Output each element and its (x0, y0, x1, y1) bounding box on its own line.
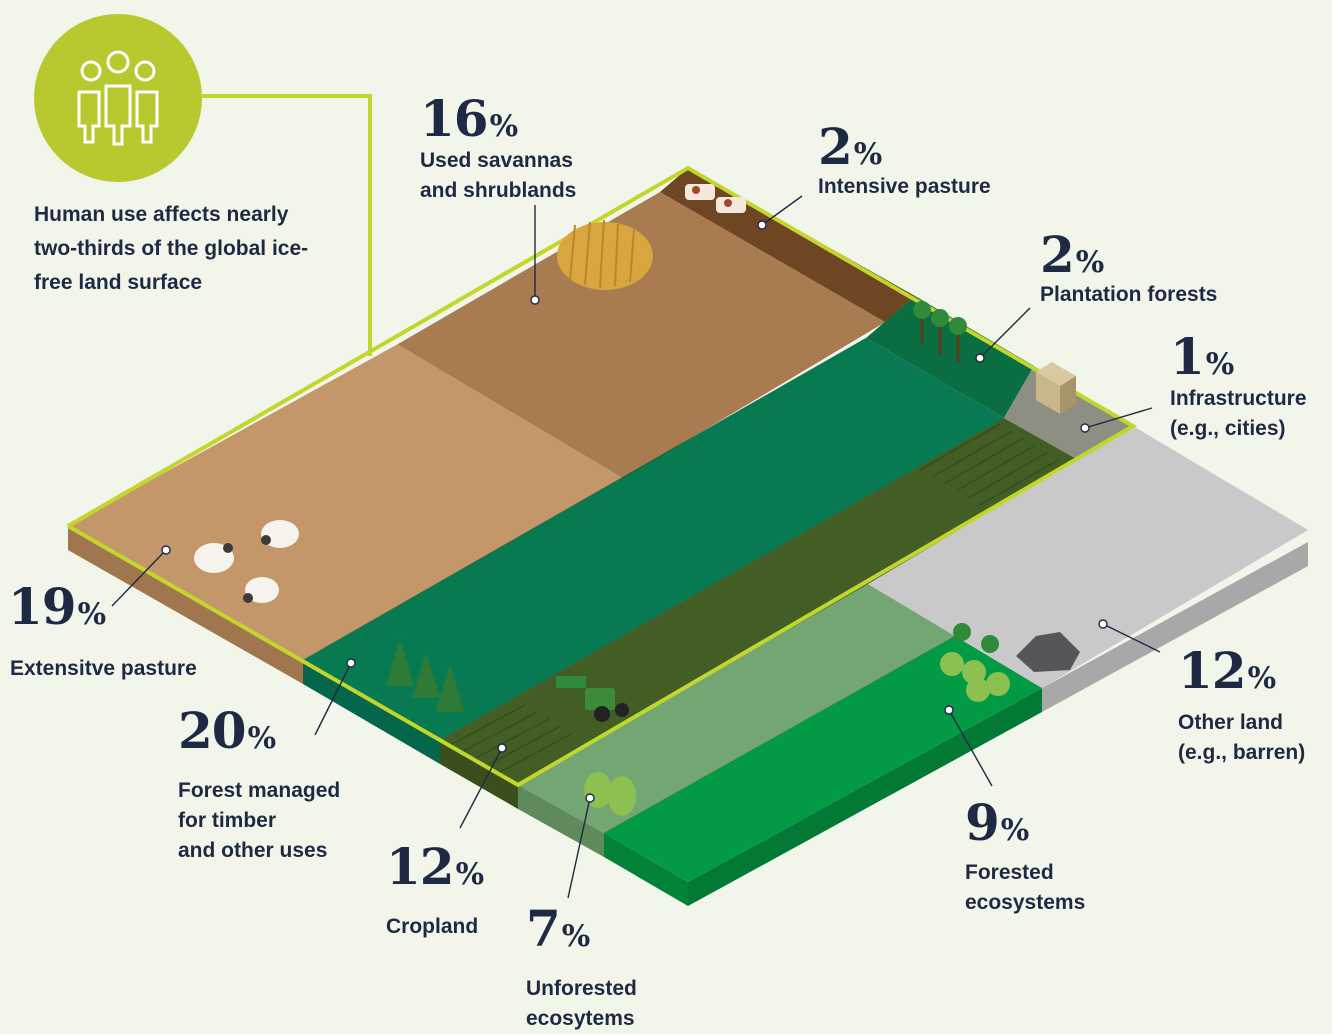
label-forested: Forested ecosystems (965, 861, 1086, 914)
savanna-grass-icon (557, 219, 653, 290)
value-number: 19 (8, 577, 77, 636)
percent-sign: % (1205, 347, 1235, 382)
label-other-land: Other land (e.g., barren) (1178, 711, 1306, 764)
value-number: 1 (1170, 327, 1205, 386)
rock-icon (1016, 632, 1080, 672)
percent-sign: % (489, 109, 519, 144)
value-forest-managed: 20% (178, 706, 276, 756)
leader-lines (111, 195, 1161, 899)
region-plantation (866, 296, 1034, 418)
label-infrastructure: Infrastructure (e.g., cities) (1170, 387, 1307, 440)
region-other-land (868, 426, 1308, 688)
region-extensive-pasture (68, 344, 624, 660)
label-unforested: Unforested ecosytems (526, 977, 637, 1030)
percent-sign: % (1247, 661, 1277, 696)
intro-text: Human use affects nearly two-thirds of t… (34, 203, 309, 294)
palm-tree-icon (913, 301, 967, 362)
value-other-land: 12% (1178, 646, 1276, 696)
sheep-icon (194, 520, 299, 603)
human-use-connector (202, 94, 372, 356)
tractor-icon (556, 676, 629, 722)
region-unforested (518, 584, 955, 833)
percent-sign: % (77, 597, 107, 632)
land-slab-sides (68, 526, 1308, 906)
percent-sign: % (247, 721, 277, 756)
label-forest-managed: Forest managed for timber and other uses (178, 779, 341, 862)
region-forested (604, 636, 1042, 882)
value-number: 16 (420, 89, 489, 148)
percent-sign: % (561, 919, 591, 954)
value-number: 2 (1040, 225, 1075, 284)
value-intensive-pasture: 2% (818, 122, 882, 172)
value-unforested: 7% (526, 904, 590, 954)
human-use-outline (66, 165, 1137, 788)
label-plantation: Plantation forests (1040, 283, 1218, 306)
cow-icon (685, 184, 746, 213)
value-savannas: 16% (420, 94, 518, 144)
value-number: 12 (1178, 641, 1247, 700)
label-savannas: Used savannas and shrublands (420, 149, 577, 202)
building-icon (1036, 362, 1076, 414)
region-savannas (398, 192, 885, 478)
value-number: 7 (526, 899, 561, 958)
value-number: 2 (818, 117, 853, 176)
value-number: 20 (178, 701, 247, 760)
value-cropland: 12% (386, 842, 484, 892)
crop-rows (449, 423, 1061, 774)
value-forested: 9% (965, 798, 1029, 848)
value-number: 9 (965, 793, 1000, 852)
percent-sign: % (1075, 245, 1105, 280)
value-infrastructure: 1% (1170, 332, 1234, 382)
percent-sign: % (1000, 813, 1030, 848)
label-extensive-pasture: Extensitve pasture (10, 657, 197, 680)
value-extensive-pasture: 19% (8, 582, 106, 632)
percent-sign: % (853, 137, 883, 172)
label-intensive-pasture: Intensive pasture (818, 175, 991, 198)
value-plantation: 2% (1040, 230, 1104, 280)
percent-sign: % (455, 857, 485, 892)
label-cropland: Cropland (386, 915, 479, 938)
region-forest-managed (303, 338, 1004, 740)
people-group-icon (34, 14, 202, 182)
jungle-tree-icon (940, 623, 1010, 702)
leader-dots (161, 220, 1108, 803)
value-number: 12 (386, 837, 455, 896)
conifer-tree-icon (386, 638, 464, 712)
